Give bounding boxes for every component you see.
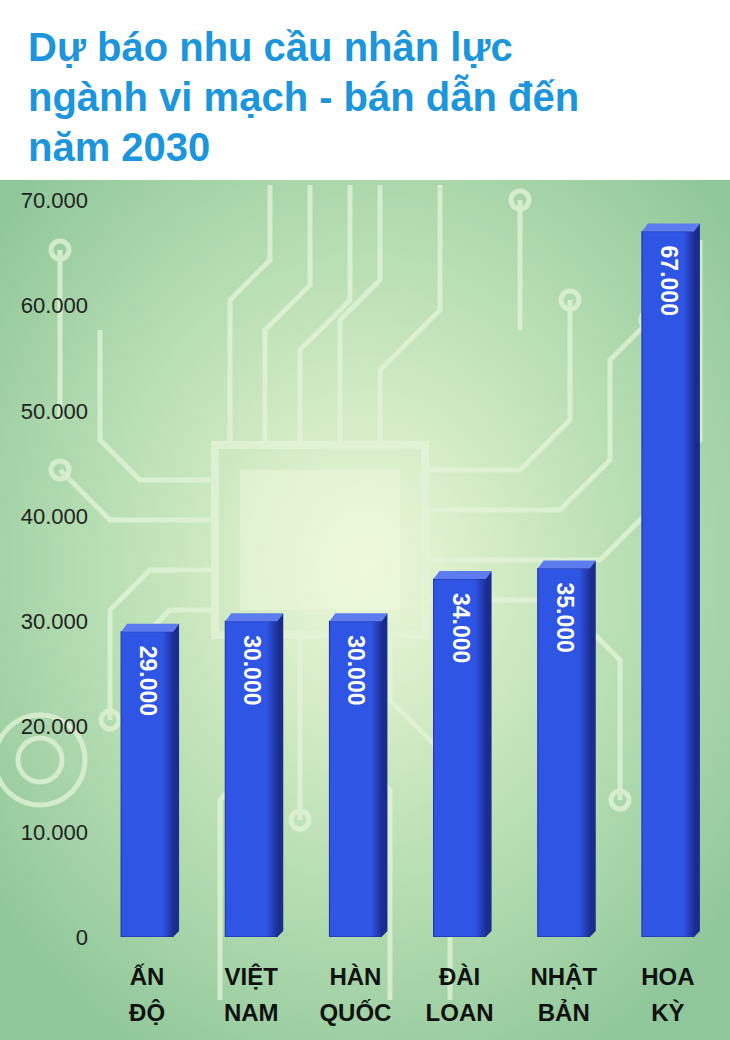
bar xyxy=(642,232,694,937)
bar xyxy=(225,621,277,937)
y-tick-label: 30.000 xyxy=(21,609,88,634)
chip xyxy=(215,445,425,635)
x-tick-label: VIỆT NAM xyxy=(224,963,279,1026)
pad xyxy=(561,291,579,309)
trace xyxy=(100,330,215,480)
bar-top xyxy=(434,571,492,579)
data-label: 30.000 xyxy=(343,635,369,705)
pad xyxy=(511,191,529,209)
data-label: 67.000 xyxy=(656,246,682,316)
pad xyxy=(291,811,309,829)
x-tick-label: HÀN QUỐC xyxy=(319,963,391,1026)
bar xyxy=(121,632,173,937)
x-tick-label-line: ẤN xyxy=(130,963,165,990)
bar-side xyxy=(694,224,700,937)
trace xyxy=(298,635,303,820)
bar-top xyxy=(121,624,179,632)
y-tick-label: 40.000 xyxy=(21,504,88,529)
background xyxy=(0,180,730,1040)
y-tick-label: 10.000 xyxy=(21,820,88,845)
data-labels: 29.000 30.000 30.000 34.000 35.000 67.000 xyxy=(135,246,682,716)
x-tick-label-line: VIỆT xyxy=(225,963,279,990)
pad xyxy=(611,791,629,809)
bar-top xyxy=(329,613,387,621)
y-tick-label: 50.000 xyxy=(21,399,88,424)
title: Dự báo nhu cầu nhân lực ngành vi mạch - … xyxy=(28,22,588,172)
pad xyxy=(51,241,69,259)
trace xyxy=(58,250,63,420)
x-tick-label-line: KỲ xyxy=(651,999,684,1026)
x-tick-label: ẤN ĐỘ xyxy=(129,963,165,1026)
pad xyxy=(51,461,69,479)
x-tick-label: NHẬT BẢN xyxy=(530,963,597,1026)
data-label: 29.000 xyxy=(135,646,161,716)
data-label: 30.000 xyxy=(239,635,265,705)
bar-top xyxy=(642,224,700,232)
pad-ring xyxy=(18,738,62,782)
bar-side xyxy=(173,624,179,937)
trace xyxy=(340,185,380,445)
trace xyxy=(380,185,440,445)
bar-side xyxy=(277,613,283,937)
chart: 0 10.000 20.000 30.000 40.000 50.000 60.000 70.… xyxy=(0,0,730,1040)
x-tick-label-line: LOAN xyxy=(426,999,494,1026)
x-tick-label-line: ĐỘ xyxy=(129,999,165,1026)
x-tick-label-line: HÀN xyxy=(329,963,381,990)
x-axis: ẤN ĐỘ VIỆT NAM HÀN QUỐC ĐÀI LOAN NHẬT BẢN HOA KỲ xyxy=(129,963,695,1026)
x-tick-label-line: HOA xyxy=(641,963,694,990)
trace xyxy=(425,320,650,510)
trace xyxy=(425,500,660,560)
x-tick-label: ĐÀI LOAN xyxy=(426,963,494,1026)
y-tick-label: 60.000 xyxy=(21,293,88,318)
pad xyxy=(101,711,119,729)
circuit-decoration xyxy=(0,185,700,1000)
bar-side xyxy=(590,561,596,938)
chip-core xyxy=(240,470,400,610)
x-tick-label-line: BẢN xyxy=(538,998,590,1026)
x-tick-label: HOA KỲ xyxy=(641,963,694,1026)
trace xyxy=(518,200,523,330)
y-tick-label: 70.000 xyxy=(21,188,88,213)
y-tick-label: 0 xyxy=(76,925,88,950)
x-tick-label-line: ĐÀI xyxy=(439,963,480,990)
x-tick-label-line: NHẬT xyxy=(530,963,597,990)
y-axis: 0 10.000 20.000 30.000 40.000 50.000 60.000 70.… xyxy=(21,188,88,950)
data-label: 35.000 xyxy=(552,583,578,653)
bar-side xyxy=(381,613,387,937)
bar xyxy=(329,621,381,937)
trace xyxy=(425,300,570,470)
bar-side xyxy=(486,571,492,937)
x-tick-label-line: NAM xyxy=(224,999,279,1026)
y-tick-label: 20.000 xyxy=(21,714,88,739)
bar-top xyxy=(538,561,596,569)
bars xyxy=(121,224,700,937)
bar xyxy=(538,569,590,938)
trace xyxy=(265,185,310,445)
data-label: 34.000 xyxy=(448,593,474,663)
x-tick-label-line: QUỐC xyxy=(319,999,391,1026)
bar xyxy=(434,579,486,937)
bar-top xyxy=(225,613,283,621)
